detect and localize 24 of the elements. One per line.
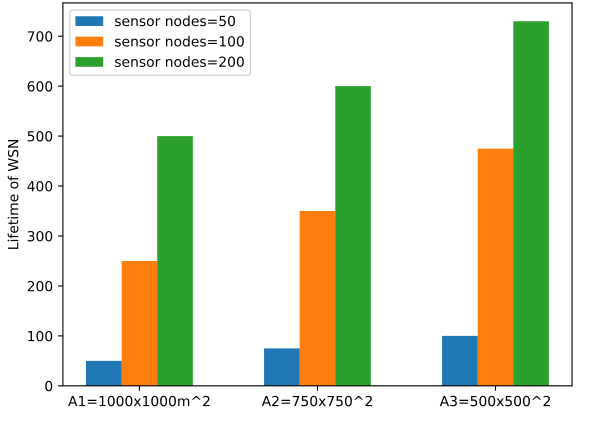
y-tick-label: 700 <box>28 31 52 42</box>
y-tick-label: 100 <box>28 330 52 342</box>
bar <box>264 348 300 386</box>
y-tick-label: 400 <box>27 181 52 192</box>
legend-label: sensor nodes=50 <box>115 15 236 26</box>
bar <box>513 21 549 386</box>
bar <box>335 86 371 386</box>
bar <box>478 148 514 386</box>
x-tick-label: A3=500x500^2 <box>440 396 550 406</box>
y-tick-label: 200 <box>28 280 52 292</box>
bar <box>86 360 122 386</box>
y-tick-label: 0 <box>45 380 52 392</box>
x-tick-label: A1=1000x1000m^2 <box>68 396 210 406</box>
bar <box>157 136 193 386</box>
legend-label: sensor nodes=200 <box>115 56 244 67</box>
legend-label: sensor nodes=100 <box>115 36 244 47</box>
bar <box>122 260 158 386</box>
x-tick-label: A2=750x750^2 <box>262 396 372 406</box>
y-tick-label: 300 <box>28 230 52 242</box>
bar <box>442 336 478 386</box>
y-axis-title: Lifetime of WSN <box>8 140 18 249</box>
y-tick-label: 500 <box>28 131 52 142</box>
y-tick-label: 600 <box>28 81 52 92</box>
bar <box>300 211 336 386</box>
